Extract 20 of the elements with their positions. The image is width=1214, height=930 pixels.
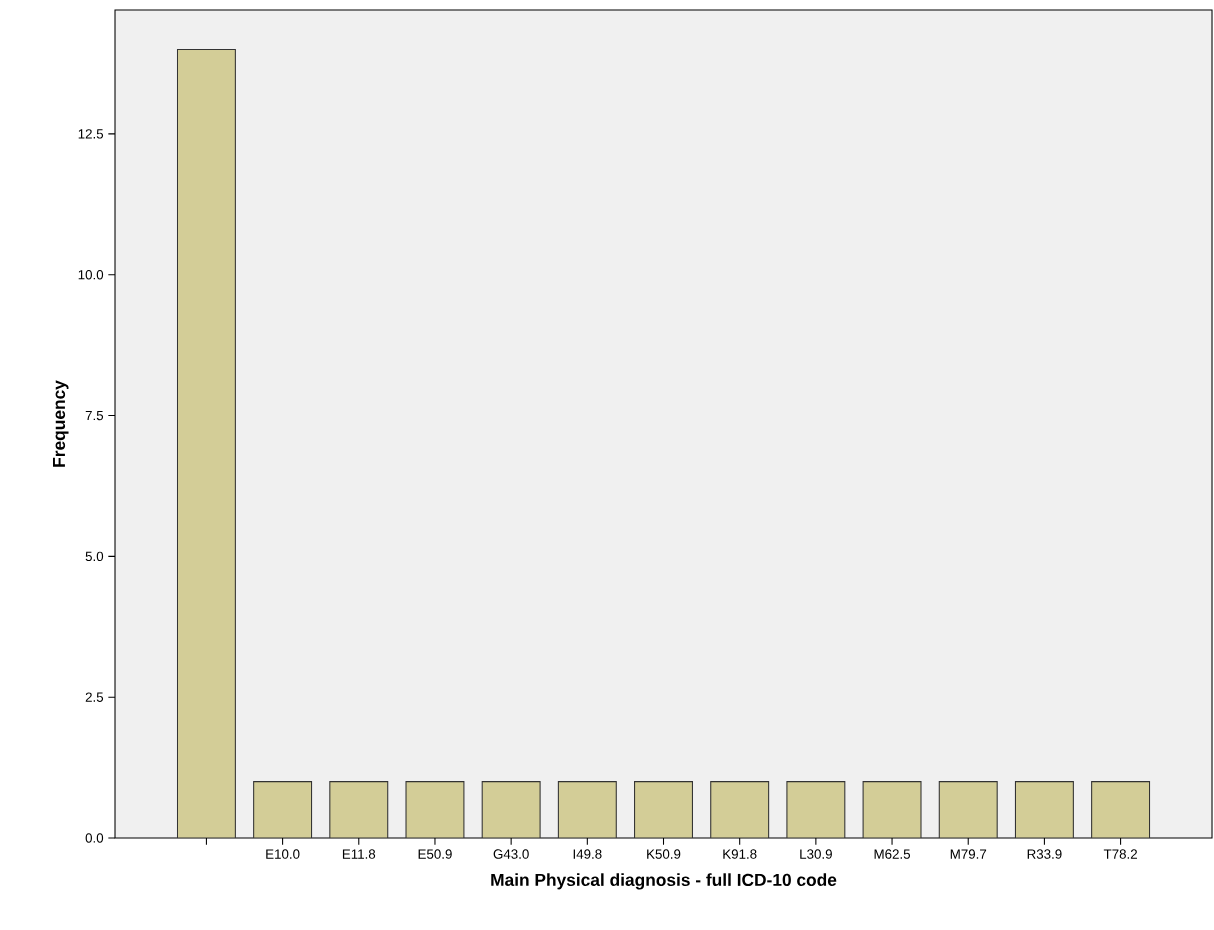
x-tick-label: M62.5 [874, 849, 911, 859]
y-tick-label: 12.5 [78, 129, 104, 139]
x-tick-label: M79.7 [950, 849, 987, 859]
y-tick-label: 7.5 [85, 410, 104, 421]
x-tick-label: G43.0 [493, 849, 529, 859]
x-tick-label: L30.9 [800, 849, 832, 859]
x-tick-label: E10.0 [266, 849, 300, 859]
y-tick-label: 2.5 [85, 692, 104, 702]
x-tick-label: K91.8 [723, 849, 757, 859]
x-axis-title: Main Physical diagnosis - full ICD-10 code [491, 873, 837, 890]
x-tick-label: K50.9 [647, 849, 681, 859]
x-tick-label: I49.8 [573, 849, 602, 859]
y-tick-label: 10.0 [78, 270, 104, 280]
x-tick-label: E11.8 [342, 849, 376, 859]
x-tick-label: E50.9 [418, 849, 452, 859]
y-tick-label: 0.0 [85, 833, 104, 843]
y-axis-title: Frequency [53, 380, 69, 467]
x-tick-label: T78.2 [1103, 849, 1137, 859]
y-tick-label: 5.0 [85, 551, 104, 562]
x-tick-label: R33.9 [1027, 849, 1062, 859]
